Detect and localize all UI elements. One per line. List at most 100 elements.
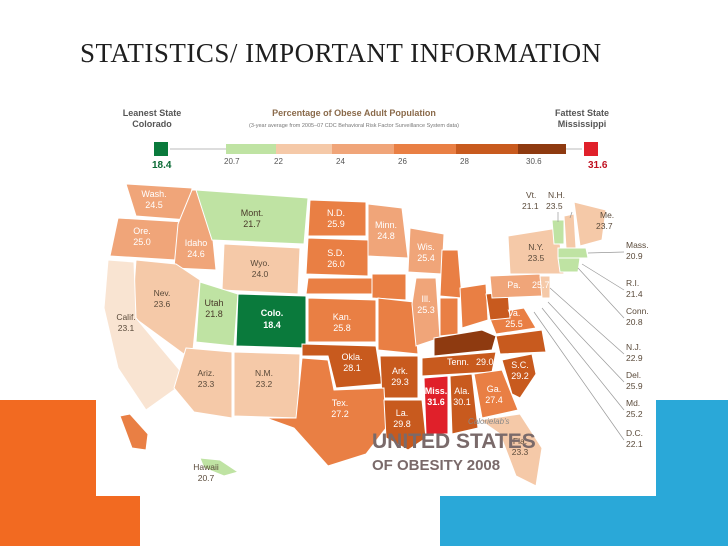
label-md-name: Md. <box>626 398 640 408</box>
label-hawaii-value: 20.7 <box>198 473 215 483</box>
label-ore-name: Ore. <box>133 226 151 236</box>
state-nc <box>495 329 547 355</box>
us-obesity-map: Leanest State Colorado Percentage of Obe… <box>103 108 649 487</box>
legend-tick-1: 20.7 <box>224 157 240 166</box>
state-mass <box>557 247 589 259</box>
state-la <box>383 399 427 451</box>
legend-bar-green <box>226 144 276 154</box>
label-mont-name: Mont. <box>241 208 264 218</box>
state-wyo <box>221 243 301 295</box>
legend-tick-5: 28 <box>460 157 469 166</box>
state-nd <box>307 199 367 237</box>
label-mass-value: 20.9 <box>626 251 643 261</box>
label-dc-value: 22.1 <box>626 439 643 449</box>
fattest-state: Mississippi <box>558 119 607 129</box>
label-okla-name: Okla. <box>341 352 362 362</box>
label-del-name: Del. <box>626 370 641 380</box>
label-del-value: 25.9 <box>626 381 643 391</box>
label-nj-name: N.J. <box>626 342 641 352</box>
state-ny <box>507 227 565 275</box>
label-pa-value: 25.7 <box>532 280 550 290</box>
label-sd-value: 26.0 <box>327 259 345 269</box>
legend-title: Percentage of Obese Adult Population <box>272 108 436 118</box>
label-nev-name: Nev. <box>154 288 171 298</box>
state-tex <box>265 357 387 467</box>
legend-low-value: 18.4 <box>152 160 172 171</box>
state-ill <box>411 277 441 347</box>
label-ariz-name: Ariz. <box>198 368 215 378</box>
label-vt-value: 21.1 <box>522 201 539 211</box>
map-title-line1: UNITED STATES <box>372 430 536 453</box>
legend-bar-5 <box>518 144 566 154</box>
label-miss-name: Miss. <box>425 386 448 396</box>
label-miss-value: 31.6 <box>427 397 445 407</box>
state-kan <box>307 297 377 343</box>
label-minn-value: 24.8 <box>377 231 395 241</box>
label-nh-name: N.H. <box>548 190 565 200</box>
label-idaho-value: 24.6 <box>187 249 205 259</box>
legend-tick-2: 22 <box>274 157 283 166</box>
state-okla <box>301 343 383 389</box>
label-wis-value: 25.4 <box>417 253 435 263</box>
label-ga-name: Ga. <box>487 384 502 394</box>
label-nev-value: 23.6 <box>154 299 171 309</box>
label-utah-value: 21.8 <box>205 309 223 319</box>
label-ny-name: N.Y. <box>528 242 543 252</box>
label-ill-name: Ill. <box>422 294 431 304</box>
state-nh <box>563 213 577 249</box>
state-ne <box>305 277 379 295</box>
label-pa-name: Pa. <box>507 280 521 290</box>
state-ct <box>557 257 581 273</box>
label-tex-name: Tex. <box>332 398 349 408</box>
state-sd <box>305 237 369 277</box>
label-fla-value: 23.3 <box>512 447 529 457</box>
label-calif-name: Calif. <box>116 312 135 322</box>
label-sd-name: S.D. <box>327 248 345 258</box>
label-dc-name: D.C. <box>626 428 643 438</box>
label-calif-value: 23.1 <box>118 323 135 333</box>
state-nj <box>539 275 551 299</box>
label-ri-name: R.I. <box>626 278 639 288</box>
legend-tick-3: 24 <box>336 157 345 166</box>
map-title-line2: OF OBESITY 2008 <box>372 457 500 474</box>
state-oh <box>459 283 489 329</box>
label-mont-value: 21.7 <box>243 219 261 229</box>
label-nj-value: 22.9 <box>626 353 643 363</box>
label-me-value: 23.7 <box>596 221 613 231</box>
state-fla <box>478 413 543 487</box>
label-ala-name: Ala. <box>454 386 470 396</box>
label-me-name: Me. <box>600 210 614 220</box>
label-ala-value: 30.1 <box>453 397 471 407</box>
obesity-map-card: Leanest State Colorado Percentage of Obe… <box>96 98 656 496</box>
state-shapes <box>103 183 607 487</box>
label-la-name: La. <box>396 408 409 418</box>
label-vt-name: Vt. <box>526 190 536 200</box>
state-alaska <box>119 413 149 451</box>
state-hawaii <box>199 457 240 477</box>
legend-subtitle: (3-year average from 2005–07 CDC Behavio… <box>249 123 459 129</box>
label-conn-name: Conn. <box>626 306 649 316</box>
state-in <box>439 297 459 337</box>
label-conn-value: 20.8 <box>626 317 643 327</box>
label-tenn-value: 29.0 <box>476 357 494 367</box>
label-va-value: 25.5 <box>505 319 523 329</box>
label-colo-name: Colo. <box>261 308 284 318</box>
label-sc-name: S.C. <box>511 360 529 370</box>
legend-tick-6: 30.6 <box>526 157 542 166</box>
legend-bar-2 <box>332 144 394 154</box>
label-okla-value: 28.1 <box>343 363 361 373</box>
label-ark-value: 29.3 <box>391 377 409 387</box>
label-wash-value: 24.5 <box>145 200 163 210</box>
state-sc <box>501 353 537 399</box>
label-va-name: Va. <box>508 308 521 318</box>
legend-tick-4: 26 <box>398 157 407 166</box>
state-me <box>573 201 607 247</box>
state-utah <box>195 281 239 347</box>
state-ariz <box>173 347 233 419</box>
label-tenn-name: Tenn. <box>447 357 469 367</box>
label-nm-name: N.M. <box>255 368 273 378</box>
state-mo <box>377 297 419 355</box>
legend-bar-4 <box>456 144 518 154</box>
slide-title: STATISTICS/ IMPORTANT INFORMATION <box>80 38 602 68</box>
label-wyo-value: 24.0 <box>252 269 269 279</box>
